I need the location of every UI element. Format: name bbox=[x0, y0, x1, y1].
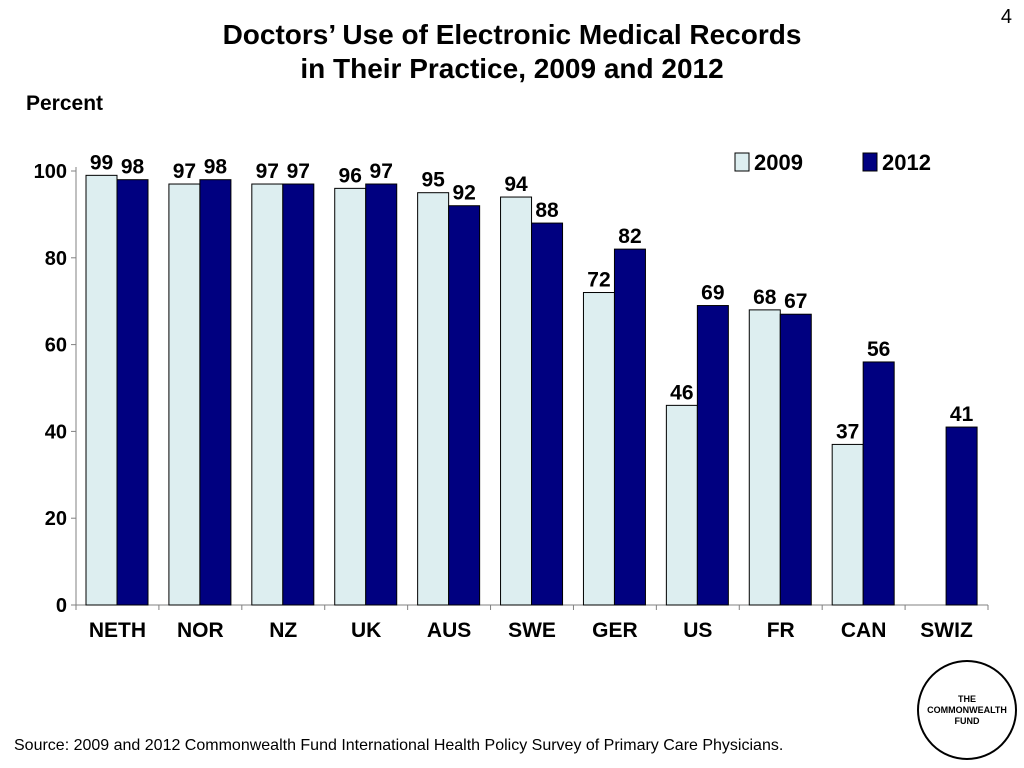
x-tick-label: NOR bbox=[177, 619, 224, 642]
bar-2012 bbox=[448, 205, 481, 606]
x-tick-label: UK bbox=[351, 619, 381, 642]
logo-line-1: THE bbox=[958, 693, 976, 704]
data-label-2012: 98 bbox=[204, 156, 228, 179]
bar-2009 bbox=[417, 192, 450, 606]
bar-2012 bbox=[945, 426, 978, 606]
data-label-2012: 88 bbox=[535, 199, 559, 222]
data-label-2009: 37 bbox=[836, 420, 859, 443]
source-note: Source: 2009 and 2012 Commonwealth Fund … bbox=[14, 737, 784, 754]
legend-label-2012: 2012 bbox=[882, 150, 931, 175]
data-label-2009: 68 bbox=[753, 286, 777, 309]
bar-2009 bbox=[85, 174, 118, 606]
x-tick-label: US bbox=[683, 619, 712, 642]
data-label-2012: 98 bbox=[121, 156, 145, 179]
page-number: 4 bbox=[1000, 6, 1012, 28]
data-label-2012: 97 bbox=[370, 160, 393, 183]
bar-2009 bbox=[334, 187, 367, 606]
y-axis-unit-label: Percent bbox=[26, 92, 104, 115]
x-tick-label: CAN bbox=[841, 619, 887, 642]
chart-title-line-1: Doctors’ Use of Electronic Medical Recor… bbox=[222, 19, 802, 50]
data-label-2009: 97 bbox=[256, 160, 279, 183]
bar-2009 bbox=[831, 443, 864, 606]
x-tick-label: NETH bbox=[89, 619, 146, 642]
data-label-2012: 67 bbox=[784, 290, 807, 313]
data-label-2012: 82 bbox=[618, 225, 641, 248]
bar-2012 bbox=[282, 183, 315, 606]
data-label-2012: 92 bbox=[452, 182, 475, 205]
x-tick-label: SWIZ bbox=[920, 619, 973, 642]
chart-title-line-2: in Their Practice, 2009 and 2012 bbox=[300, 53, 724, 84]
legend-swatch-2009 bbox=[734, 152, 750, 172]
bar-2009 bbox=[665, 404, 698, 606]
x-tick-label: SWE bbox=[508, 619, 556, 642]
bar-2012 bbox=[365, 183, 398, 606]
bar-2009 bbox=[251, 183, 284, 606]
bar-2009 bbox=[748, 309, 781, 606]
data-label-2009: 72 bbox=[587, 269, 610, 292]
data-label-2009: 97 bbox=[173, 160, 196, 183]
data-label-2009: 95 bbox=[421, 169, 445, 192]
bar-2012 bbox=[199, 179, 232, 606]
bar-2012 bbox=[779, 313, 812, 606]
bar-2009 bbox=[500, 196, 533, 606]
commonwealth-fund-logo: THE COMMONWEALTH FUND bbox=[917, 660, 1017, 760]
bar-2012 bbox=[696, 305, 729, 606]
x-tick-label: GER bbox=[592, 619, 638, 642]
bar-2012 bbox=[862, 361, 895, 606]
bar-2009 bbox=[168, 183, 201, 606]
data-label-2012: 41 bbox=[950, 403, 974, 426]
x-tick-label: FR bbox=[767, 619, 795, 642]
data-label-2009: 99 bbox=[90, 151, 113, 174]
data-label-2009: 94 bbox=[504, 173, 528, 196]
bar-2012 bbox=[531, 222, 564, 606]
bar-2012 bbox=[116, 179, 149, 606]
x-tick-label: AUS bbox=[427, 619, 471, 642]
chart-title: Doctors’ Use of Electronic Medical Recor… bbox=[0, 18, 1024, 86]
y-tick-label: 20 bbox=[45, 508, 67, 530]
y-tick-label: 80 bbox=[45, 248, 67, 270]
y-tick-label: 100 bbox=[34, 161, 67, 183]
logo-line-2: COMMONWEALTH bbox=[927, 704, 1007, 715]
data-label-2009: 96 bbox=[339, 164, 362, 187]
legend-swatch-2012 bbox=[862, 152, 878, 172]
legend-label-2009: 2009 bbox=[754, 150, 803, 175]
bar-2012 bbox=[613, 248, 646, 606]
y-tick-label: 60 bbox=[45, 335, 67, 357]
logo-line-3: FUND bbox=[954, 715, 980, 726]
data-label-2012: 56 bbox=[867, 338, 890, 361]
x-tick-label: NZ bbox=[269, 619, 297, 642]
y-tick-label: 40 bbox=[45, 421, 67, 443]
bar-2009 bbox=[582, 292, 615, 606]
data-label-2012: 69 bbox=[701, 282, 724, 305]
data-label-2012: 97 bbox=[287, 160, 310, 183]
y-tick-label: 0 bbox=[56, 595, 67, 617]
data-label-2009: 46 bbox=[670, 381, 693, 404]
